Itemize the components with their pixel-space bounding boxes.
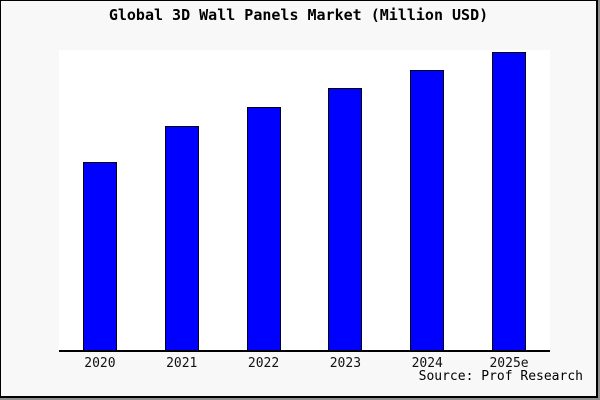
x-tick-label-2024: 2024 bbox=[411, 356, 443, 371]
bar-slot-2025e bbox=[468, 50, 550, 350]
plot-area bbox=[59, 50, 550, 352]
source-credit: Source: Prof Research bbox=[418, 369, 583, 384]
bar-slot-2023 bbox=[304, 50, 386, 350]
x-axis-tick-labels: 2020 2021 2022 2023 2024 2025e bbox=[59, 356, 550, 371]
bar-2020 bbox=[82, 162, 117, 350]
bar-2025e bbox=[492, 52, 527, 350]
bar-slot-2022 bbox=[223, 50, 305, 350]
x-tick-label-2021: 2021 bbox=[166, 356, 198, 371]
bar-2024 bbox=[410, 69, 445, 350]
x-tick-label-2023: 2023 bbox=[329, 356, 362, 371]
bar-2022 bbox=[246, 106, 281, 350]
x-tick-label-2022: 2022 bbox=[247, 356, 280, 371]
bar-2021 bbox=[164, 125, 199, 350]
bar-slot-2020 bbox=[59, 50, 141, 350]
x-tick-label-2025e: 2025e bbox=[489, 356, 529, 371]
x-tick-label-2020: 2020 bbox=[84, 356, 116, 371]
bar-2023 bbox=[328, 87, 363, 350]
chart-title: Global 3D Wall Panels Market (Million US… bbox=[108, 6, 489, 24]
bar-slot-2024 bbox=[386, 50, 468, 350]
bar-slot-2021 bbox=[141, 50, 223, 350]
bar-series bbox=[59, 50, 550, 350]
